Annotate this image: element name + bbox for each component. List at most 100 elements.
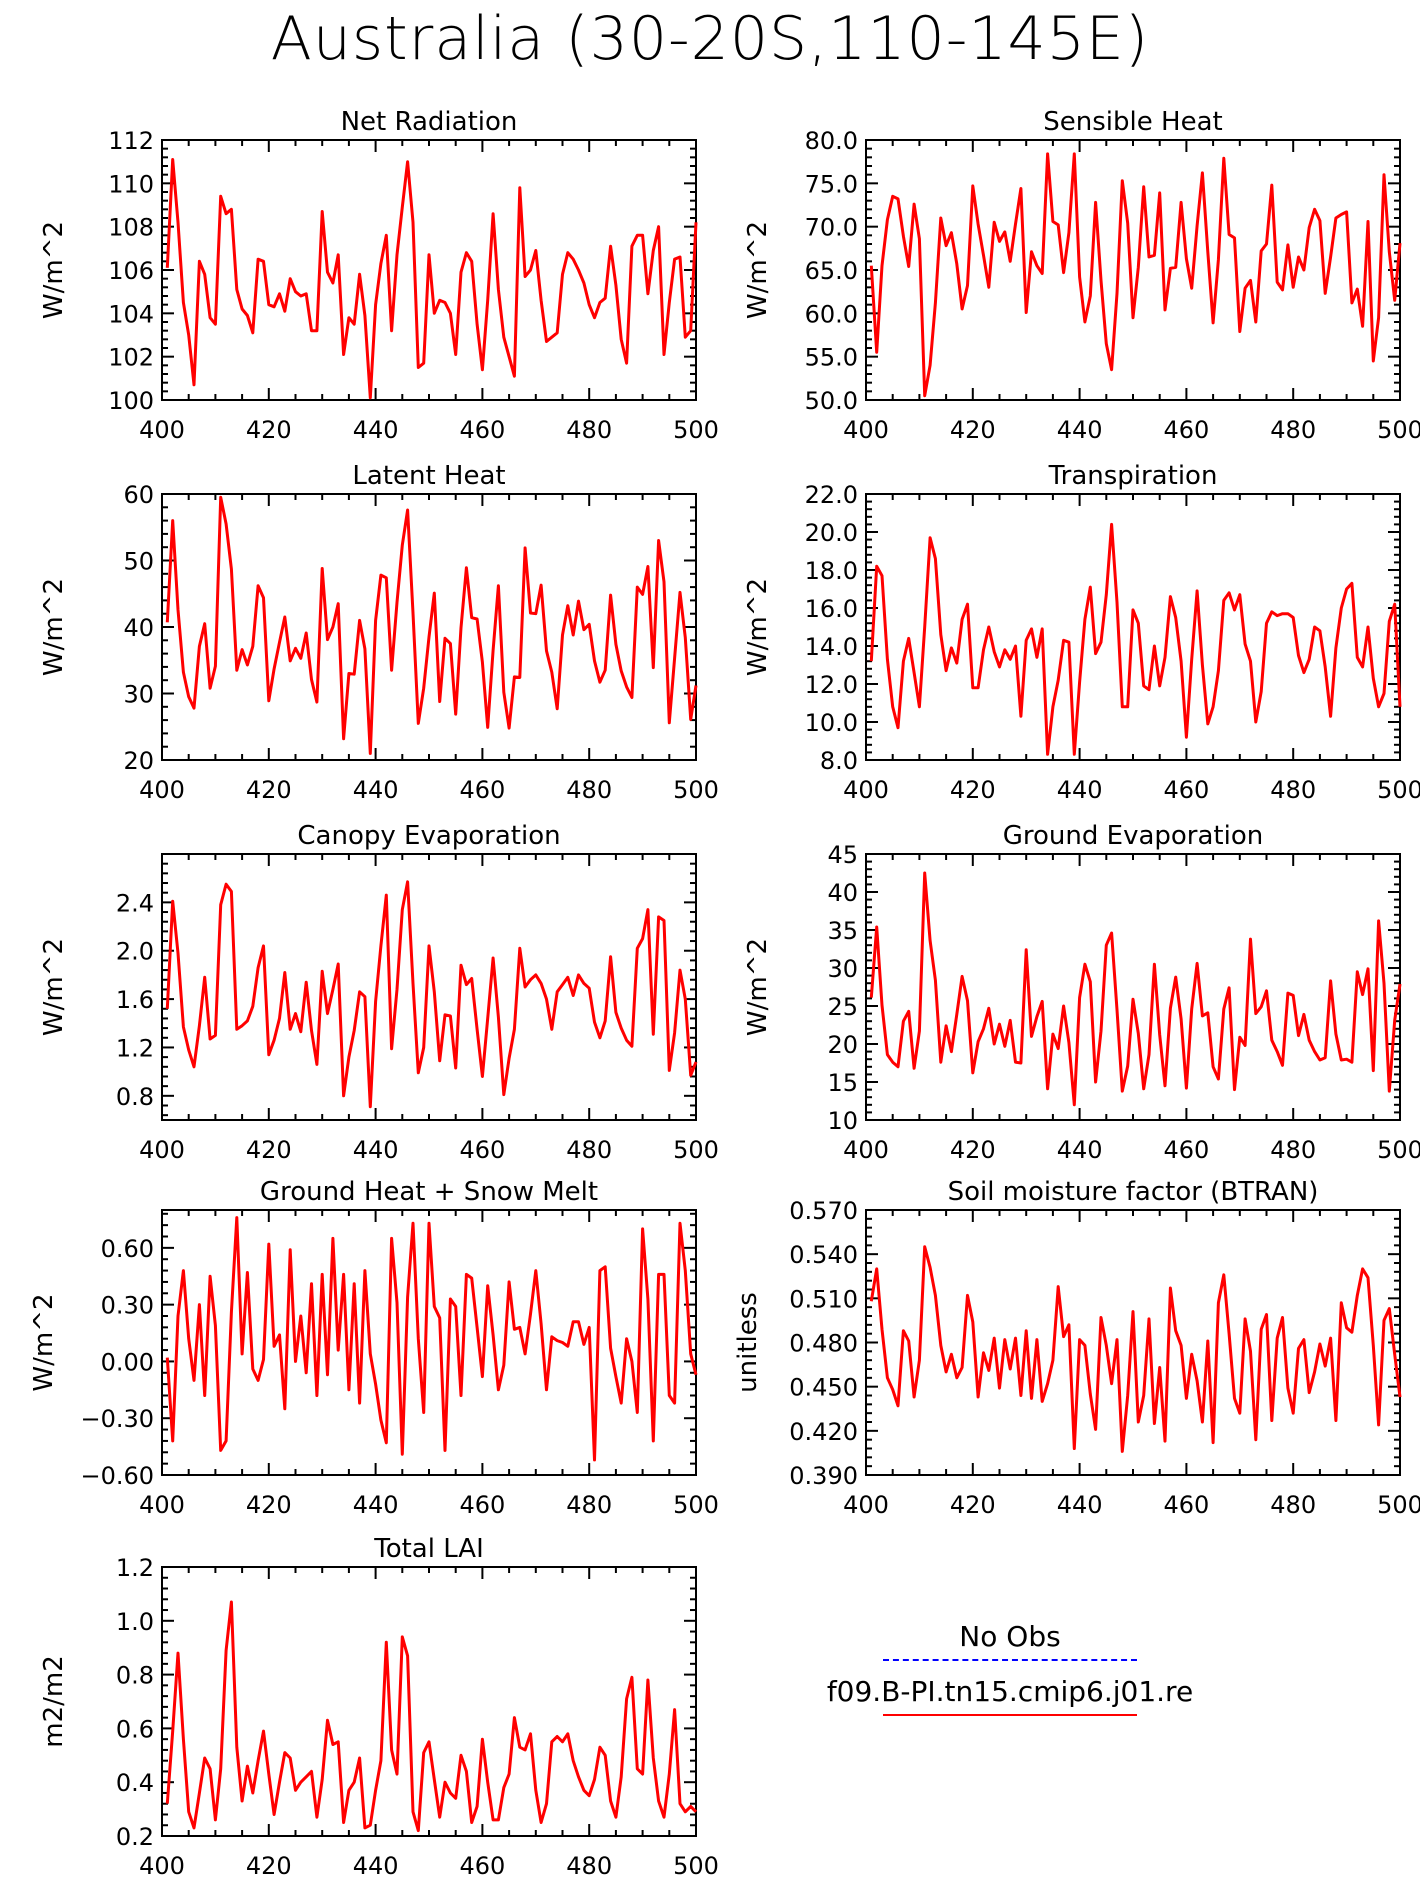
x-tick-label: 480 [566,416,612,444]
y-tick-label: 16.0 [805,595,858,623]
x-tick-label: 420 [950,1491,996,1519]
y-tick-label: 14.0 [805,633,858,661]
x-tick-label: 420 [246,1491,292,1519]
y-tick-label: 20 [827,1031,858,1059]
y-tick-label: 110 [108,170,154,198]
y-tick-label: 60 [123,481,154,509]
series-line-0 [165,495,698,755]
y-tick-label: 1.0 [116,1608,154,1636]
y-tick-label: 2.0 [116,938,154,966]
plot-frame [865,853,1401,1121]
y-tick-label: 1.2 [116,1034,154,1062]
chart-title: Total LAI [373,1534,484,1564]
chart-sensible-heat: 400 420 440 460 480 500 50.0 55.0 60.0 65.0 70.0 75… [743,107,1420,444]
x-tick-label: 460 [1163,1136,1209,1164]
y-tick-label: 15 [827,1069,858,1097]
x-tick-label: 500 [673,1852,719,1880]
x-tick-label: 460 [459,776,505,804]
y-tick-label: 12.0 [805,671,858,699]
y-tick-label: 0.8 [116,1083,154,1111]
series-line-0 [869,152,1402,398]
legend: No Obs f09.B-PI.tn15.cmip6.j01.re [760,1620,1260,1730]
y-tick-label: 10 [827,1107,858,1135]
x-tick-label: 400 [139,1491,185,1519]
x-tick-label: 500 [1377,416,1420,444]
y-tick-label: 40 [827,879,858,907]
x-tick-label: 460 [1163,416,1209,444]
legend-label-model: f09.B-PI.tn15.cmip6.j01.re [826,1675,1194,1708]
chart-ground-evaporation: 400 420 440 460 480 500 10 15 20 25 30 35 40 45 Ground… [743,821,1420,1164]
y-tick-label: 102 [108,344,154,372]
x-tick-label: 420 [950,1136,996,1164]
y-tick-label: 0.2 [116,1823,154,1851]
x-tick-label: 460 [459,416,505,444]
y-tick-label: 0.570 [789,1197,858,1225]
chart-title: Soil moisture factor (BTRAN) [948,1177,1319,1207]
chart-net-radiation: 400 420 440 460 480 500 100 102 104 106 108 110 112 N… [39,107,719,444]
y-tick-label: 30 [827,955,858,983]
x-tick-label: 500 [1377,776,1420,804]
y-tick-label: 50 [123,548,154,576]
chart-transpiration: 400 420 440 460 480 500 8.0 10.0 12.0 14.0 16.0 18.… [743,461,1420,804]
y-tick-label: 20.0 [805,519,858,547]
y-tick-label: 22.0 [805,481,858,509]
y-axis-label: W/m^2 [743,938,773,1036]
y-tick-label: 1.2 [116,1554,154,1582]
chart-title: Sensible Heat [1043,107,1222,137]
x-tick-label: 480 [1270,1136,1316,1164]
y-tick-label: 0.390 [789,1462,858,1490]
y-tick-label: 20 [123,747,154,775]
y-tick-label: 0.8 [116,1662,154,1690]
y-tick-label: 108 [108,214,154,242]
x-tick-label: 420 [950,416,996,444]
x-tick-label: 460 [1163,1491,1209,1519]
series-line-0 [165,880,698,1109]
x-tick-label: 420 [246,776,292,804]
y-tick-label: 2.4 [116,889,154,917]
x-tick-label: 440 [353,1852,399,1880]
x-tick-label: 500 [1377,1136,1420,1164]
y-tick-label: 0.6 [116,1715,154,1743]
y-axis-label: W/m^2 [39,938,69,1036]
series-line-0 [869,522,1402,756]
chart-title: Canopy Evaporation [297,821,560,851]
chart-soil-moisture-factor-btran: 400 420 440 460 480 500 0.390 0.420 0.450 0.480 0.… [733,1177,1420,1519]
x-tick-label: 480 [566,1136,612,1164]
y-axis-label: W/m^2 [29,1293,59,1391]
y-tick-label: 0.60 [101,1235,154,1263]
x-tick-label: 480 [1270,1491,1316,1519]
y-tick-label: 50.0 [805,387,858,415]
x-tick-label: 480 [566,1852,612,1880]
x-tick-label: 500 [1377,1491,1420,1519]
series-line-0 [869,871,1402,1107]
x-tick-label: 500 [673,1136,719,1164]
series-line-0 [165,1600,698,1833]
x-tick-label: 460 [459,1852,505,1880]
y-tick-label: 70.0 [805,214,858,242]
page-title: Australia (30-20S,110-145E) [270,4,1150,74]
x-tick-label: 480 [1270,776,1316,804]
x-tick-label: 440 [353,776,399,804]
chart-title: Ground Heat + Snow Melt [260,1177,598,1207]
x-tick-label: 400 [843,1136,889,1164]
chart-ground-heat-snow-melt: 400 420 440 460 480 500 −0.60 −0.30 0.00 0.30 0.60… [29,1177,719,1519]
x-tick-label: 440 [353,1491,399,1519]
y-axis-label: W/m^2 [39,578,69,676]
y-tick-label: 0.420 [789,1418,858,1446]
legend-line-model [883,1714,1137,1716]
y-tick-label: 0.4 [116,1769,154,1797]
y-tick-label: 45 [827,841,858,869]
y-tick-label: 0.30 [101,1292,154,1320]
y-tick-label: 0.510 [789,1285,858,1313]
x-tick-label: 400 [843,776,889,804]
series-line-0 [165,1216,698,1462]
x-tick-label: 400 [139,416,185,444]
y-axis-label: W/m^2 [743,221,773,319]
x-tick-label: 440 [1057,1136,1103,1164]
x-tick-label: 400 [139,1852,185,1880]
x-tick-label: 440 [1057,1491,1103,1519]
x-tick-label: 420 [950,776,996,804]
x-tick-label: 460 [459,1136,505,1164]
x-tick-label: 500 [673,416,719,444]
